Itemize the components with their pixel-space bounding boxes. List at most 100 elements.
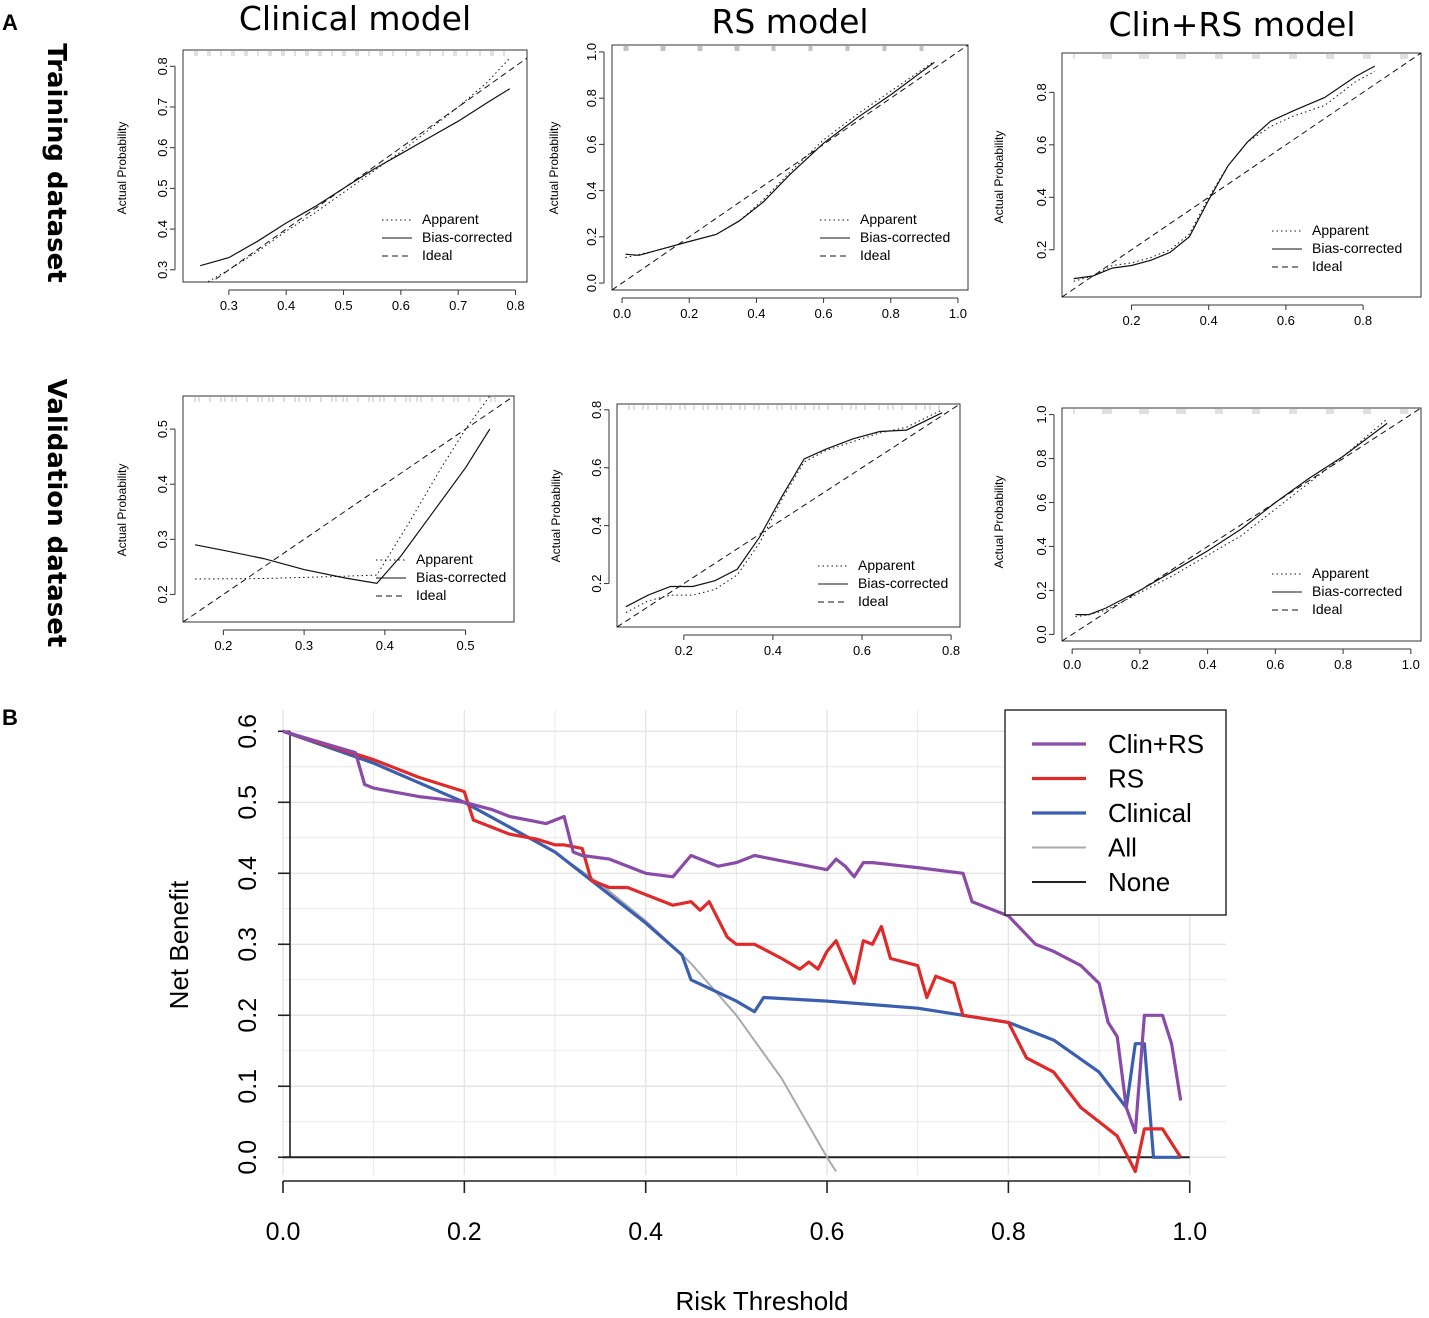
column-title-clinrs: Clin+RS model (1108, 5, 1355, 44)
series-bias-corrected-line (1073, 65, 1375, 280)
x-tick-label: 0.6 (815, 306, 833, 321)
y-tick-label: 0.5 (155, 179, 170, 197)
x-tick-label: 0.8 (1354, 313, 1372, 328)
series-all-line (283, 730, 837, 1173)
y-tick-label: 0.5 (155, 420, 170, 438)
y-tick-label: 0.4 (155, 475, 170, 493)
legend-label-bias-corrected: Bias-corrected (860, 229, 950, 245)
x-tick-label: 0.4 (764, 643, 782, 658)
x-axis-label: Risk Threshold (676, 1286, 849, 1316)
series-bias-corrected-line (625, 61, 935, 256)
y-tick-label: 0.2 (234, 998, 262, 1033)
y-tick-label: 0.0 (584, 274, 599, 292)
series-rs-line (283, 729, 1183, 1174)
y-axis-label: Actual Probability (547, 122, 561, 215)
plot-frame (182, 395, 515, 623)
legend-label-rs: RS (1108, 764, 1144, 794)
legend-label-ideal: Ideal (422, 247, 452, 263)
calibration-plot-clinical-training: 0.3 0.4 0.5 0.6 0.7 0.8 0.3 0.4 0.5 0.6 0.7 0.8 Actu… (115, 49, 528, 313)
legend-label-bias-corrected: Bias-corrected (416, 569, 506, 585)
y-tick-label: 1.0 (584, 43, 599, 61)
x-tick-label: 0.4 (628, 1218, 663, 1246)
x-tick-label: 0.4 (1199, 657, 1217, 672)
legend-label-bias-corrected: Bias-corrected (422, 229, 512, 245)
y-tick-label: 1.0 (1034, 406, 1049, 424)
y-tick-label: 0.4 (589, 517, 604, 535)
legend-label-none: None (1108, 867, 1170, 897)
y-tick-label: 0.0 (1034, 625, 1049, 643)
x-tick-label: 0.0 (613, 306, 631, 321)
x-tick-label: 0.3 (295, 638, 313, 653)
y-tick-label: 0.6 (234, 714, 262, 749)
calibration-plot-clinical-validation: 0.2 0.3 0.4 0.5 0.2 0.3 0.4 0.5 Actual Probabili… (115, 395, 515, 653)
panel-label-b: B (2, 705, 18, 730)
legend-label-apparent: Apparent (858, 557, 915, 573)
y-tick-label: 0.3 (155, 530, 170, 548)
series-bias-corrected-line (200, 88, 511, 267)
calibration-plot-clinrs-validation: 0.0 0.2 0.4 0.6 0.8 1.0 0.0 0.2 0.4 0.6 0.8 1.0 Actu… (992, 406, 1422, 672)
x-tick-label: 0.8 (942, 643, 960, 658)
y-tick-label: 0.3 (234, 927, 262, 962)
calibration-plot-rs-validation: 0.2 0.4 0.6 0.8 0.2 0.4 0.6 0.8 Actual Probabili… (549, 401, 961, 658)
legend-label-apparent: Apparent (1312, 222, 1369, 238)
y-tick-label: 0.5 (234, 785, 262, 820)
legend-label-all: All (1108, 833, 1137, 863)
legend-label-bias-corrected: Bias-corrected (1312, 240, 1402, 256)
y-tick-label: 0.2 (155, 585, 170, 603)
row-title-validation: Validation dataset (41, 379, 71, 648)
x-tick-label: 1.0 (949, 306, 967, 321)
y-tick-label: 0.3 (155, 261, 170, 279)
legend-label-apparent: Apparent (422, 211, 479, 227)
x-tick-label: 0.6 (392, 298, 410, 313)
x-tick-label: 0.4 (277, 298, 295, 313)
legend-label-bias-corrected: Bias-corrected (858, 575, 948, 591)
series-ideal-line (612, 45, 968, 290)
legend-label-ideal: Ideal (860, 247, 890, 263)
decision-curve-plot: 0.0 0.2 0.4 0.6 0.8 1.0 Risk Threshold 0.0 0.1 0.… (164, 709, 1227, 1316)
y-tick-label: 0.0 (234, 1140, 262, 1175)
legend-label-clinical: Clinical (1108, 798, 1192, 828)
legend-label-apparent: Apparent (1312, 565, 1369, 581)
y-tick-label: 0.6 (584, 135, 599, 153)
x-tick-label: 0.5 (457, 638, 475, 653)
y-axis-label: Net Benefit (164, 880, 194, 1009)
x-tick-label: 0.4 (1200, 313, 1218, 328)
plot-frame (616, 403, 961, 628)
plot-frame (1061, 407, 1422, 642)
y-tick-label: 0.8 (155, 57, 170, 75)
y-tick-label: 0.2 (584, 228, 599, 246)
x-tick-label: 0.7 (449, 298, 467, 313)
y-tick-label: 0.2 (1034, 581, 1049, 599)
x-tick-label: 0.6 (1266, 657, 1284, 672)
y-tick-label: 0.8 (584, 89, 599, 107)
legend-label-bias-corrected: Bias-corrected (1312, 583, 1402, 599)
x-tick-label: 1.0 (1402, 657, 1420, 672)
legend-label-apparent: Apparent (416, 551, 473, 567)
x-tick-label: 0.2 (675, 643, 693, 658)
y-axis-label: Actual Probability (992, 476, 1006, 569)
y-tick-label: 0.4 (584, 182, 599, 200)
y-tick-label: 0.6 (1034, 136, 1049, 154)
legend-label-clin-rs: Clin+RS (1108, 729, 1204, 759)
y-tick-label: 0.4 (234, 856, 262, 891)
panel-label-a: A (2, 10, 18, 35)
series-bias-corrected-line (194, 428, 491, 585)
x-tick-label: 1.0 (1172, 1218, 1207, 1246)
y-tick-label: 0.6 (155, 139, 170, 157)
series-clin-rs-line (283, 729, 1183, 1134)
series-ideal-line (1062, 408, 1421, 641)
y-axis-label: Actual Probability (115, 122, 129, 215)
x-tick-label: 0.2 (214, 638, 232, 653)
legend-label-ideal: Ideal (1312, 258, 1342, 274)
y-axis-label: Actual Probability (992, 131, 1006, 224)
y-tick-label: 0.7 (155, 98, 170, 116)
y-axis-label: Actual Probability (115, 464, 129, 557)
calibration-plot-rs-training: 0.0 0.2 0.4 0.6 0.8 1.0 0.0 0.2 0.4 0.6 0.8 1.0 Actu… (547, 43, 969, 321)
y-tick-label: 0.4 (1034, 188, 1049, 206)
y-tick-label: 0.1 (234, 1069, 262, 1104)
x-tick-label: 0.8 (882, 306, 900, 321)
x-tick-label: 0.4 (747, 306, 765, 321)
x-tick-label: 0.2 (1122, 313, 1140, 328)
x-tick-label: 0.6 (1277, 313, 1295, 328)
